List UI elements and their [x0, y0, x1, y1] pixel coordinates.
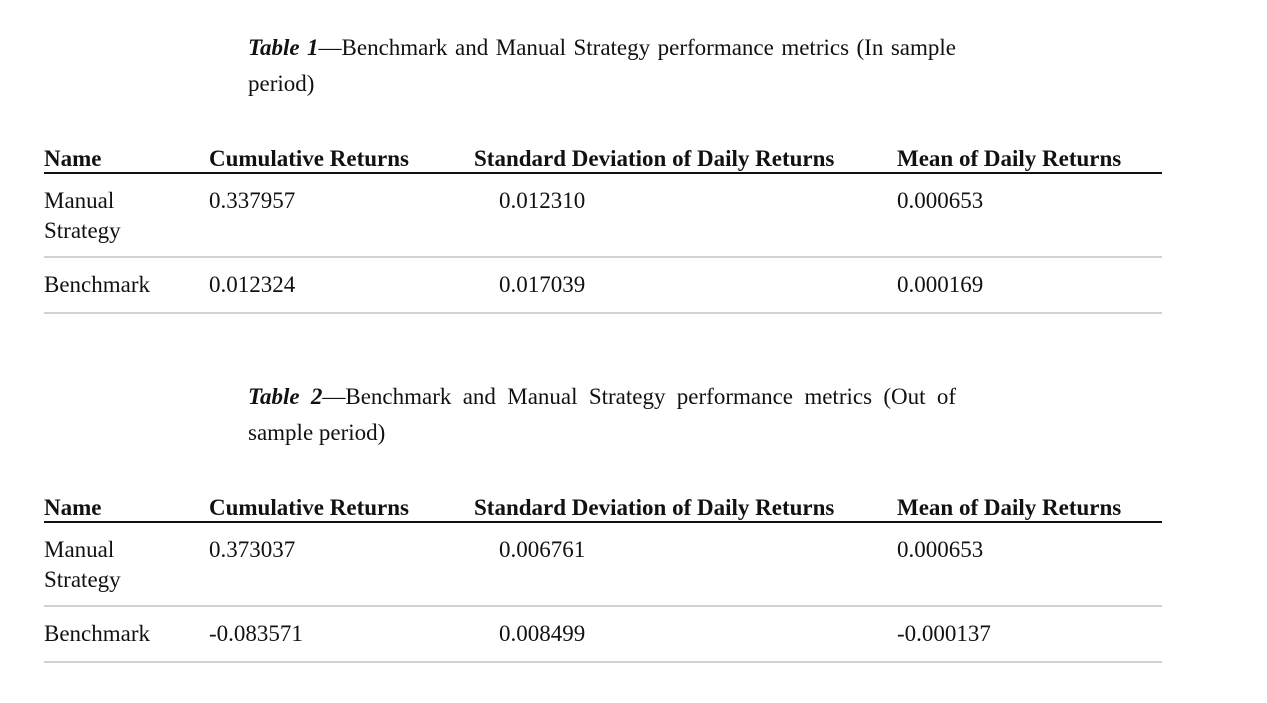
column-header-name: Name: [44, 128, 209, 174]
caption-separator: —: [322, 384, 346, 409]
table-row: Benchmark 0.012324 0.017039 0.000169: [44, 257, 1162, 314]
column-header-std-daily-returns: Standard Deviation of Daily Returns: [474, 128, 897, 174]
column-header-mean-daily-returns: Mean of Daily Returns: [897, 128, 1162, 174]
table-row: Benchmark -0.083571 0.008499 -0.000137: [44, 606, 1162, 663]
table-row: Manual Strategy 0.337957 0.012310 0.0006…: [44, 173, 1162, 258]
cell-name: Manual Strategy: [44, 173, 209, 258]
cell-cumulative-returns: 0.373037: [209, 522, 474, 607]
cell-name: Manual Strategy: [44, 522, 209, 607]
table-header-row: Name Cumulative Returns Standard Deviati…: [44, 128, 1162, 174]
cell-mean-daily-returns: 0.000653: [897, 173, 1162, 258]
caption-label: Table 2: [248, 384, 323, 409]
cell-std-daily-returns: 0.017039: [474, 257, 897, 314]
column-header-cumulative-returns: Cumulative Returns: [209, 477, 474, 523]
cell-std-daily-returns: 0.008499: [474, 606, 897, 663]
cell-cumulative-returns: 0.337957: [209, 173, 474, 258]
table-header-row: Name Cumulative Returns Standard Deviati…: [44, 477, 1162, 523]
table-row: Manual Strategy 0.373037 0.006761 0.0006…: [44, 522, 1162, 607]
column-header-std-daily-returns: Standard Deviation of Daily Returns: [474, 477, 897, 523]
caption-text: Benchmark and Manual Strategy performanc…: [248, 35, 956, 96]
cell-mean-daily-returns: 0.000653: [897, 522, 1162, 607]
metrics-table-in-sample: Name Cumulative Returns Standard Deviati…: [44, 128, 1162, 314]
cell-cumulative-returns: -0.083571: [209, 606, 474, 663]
table-caption: Table 2—Benchmark and Manual Strategy pe…: [248, 379, 956, 451]
caption-text: Benchmark and Manual Strategy performanc…: [248, 384, 956, 445]
column-header-cumulative-returns: Cumulative Returns: [209, 128, 474, 174]
caption-separator: —: [318, 35, 342, 60]
cell-name: Benchmark: [44, 257, 209, 314]
cell-std-daily-returns: 0.006761: [474, 522, 897, 607]
metrics-table-out-of-sample: Name Cumulative Returns Standard Deviati…: [44, 477, 1162, 663]
cell-name: Benchmark: [44, 606, 209, 663]
caption-label: Table 1: [248, 35, 319, 60]
cell-std-daily-returns: 0.012310: [474, 173, 897, 258]
cell-mean-daily-returns: -0.000137: [897, 606, 1162, 663]
column-header-name: Name: [44, 477, 209, 523]
cell-cumulative-returns: 0.012324: [209, 257, 474, 314]
table-caption: Table 1—Benchmark and Manual Strategy pe…: [248, 30, 956, 102]
column-header-mean-daily-returns: Mean of Daily Returns: [897, 477, 1162, 523]
cell-mean-daily-returns: 0.000169: [897, 257, 1162, 314]
